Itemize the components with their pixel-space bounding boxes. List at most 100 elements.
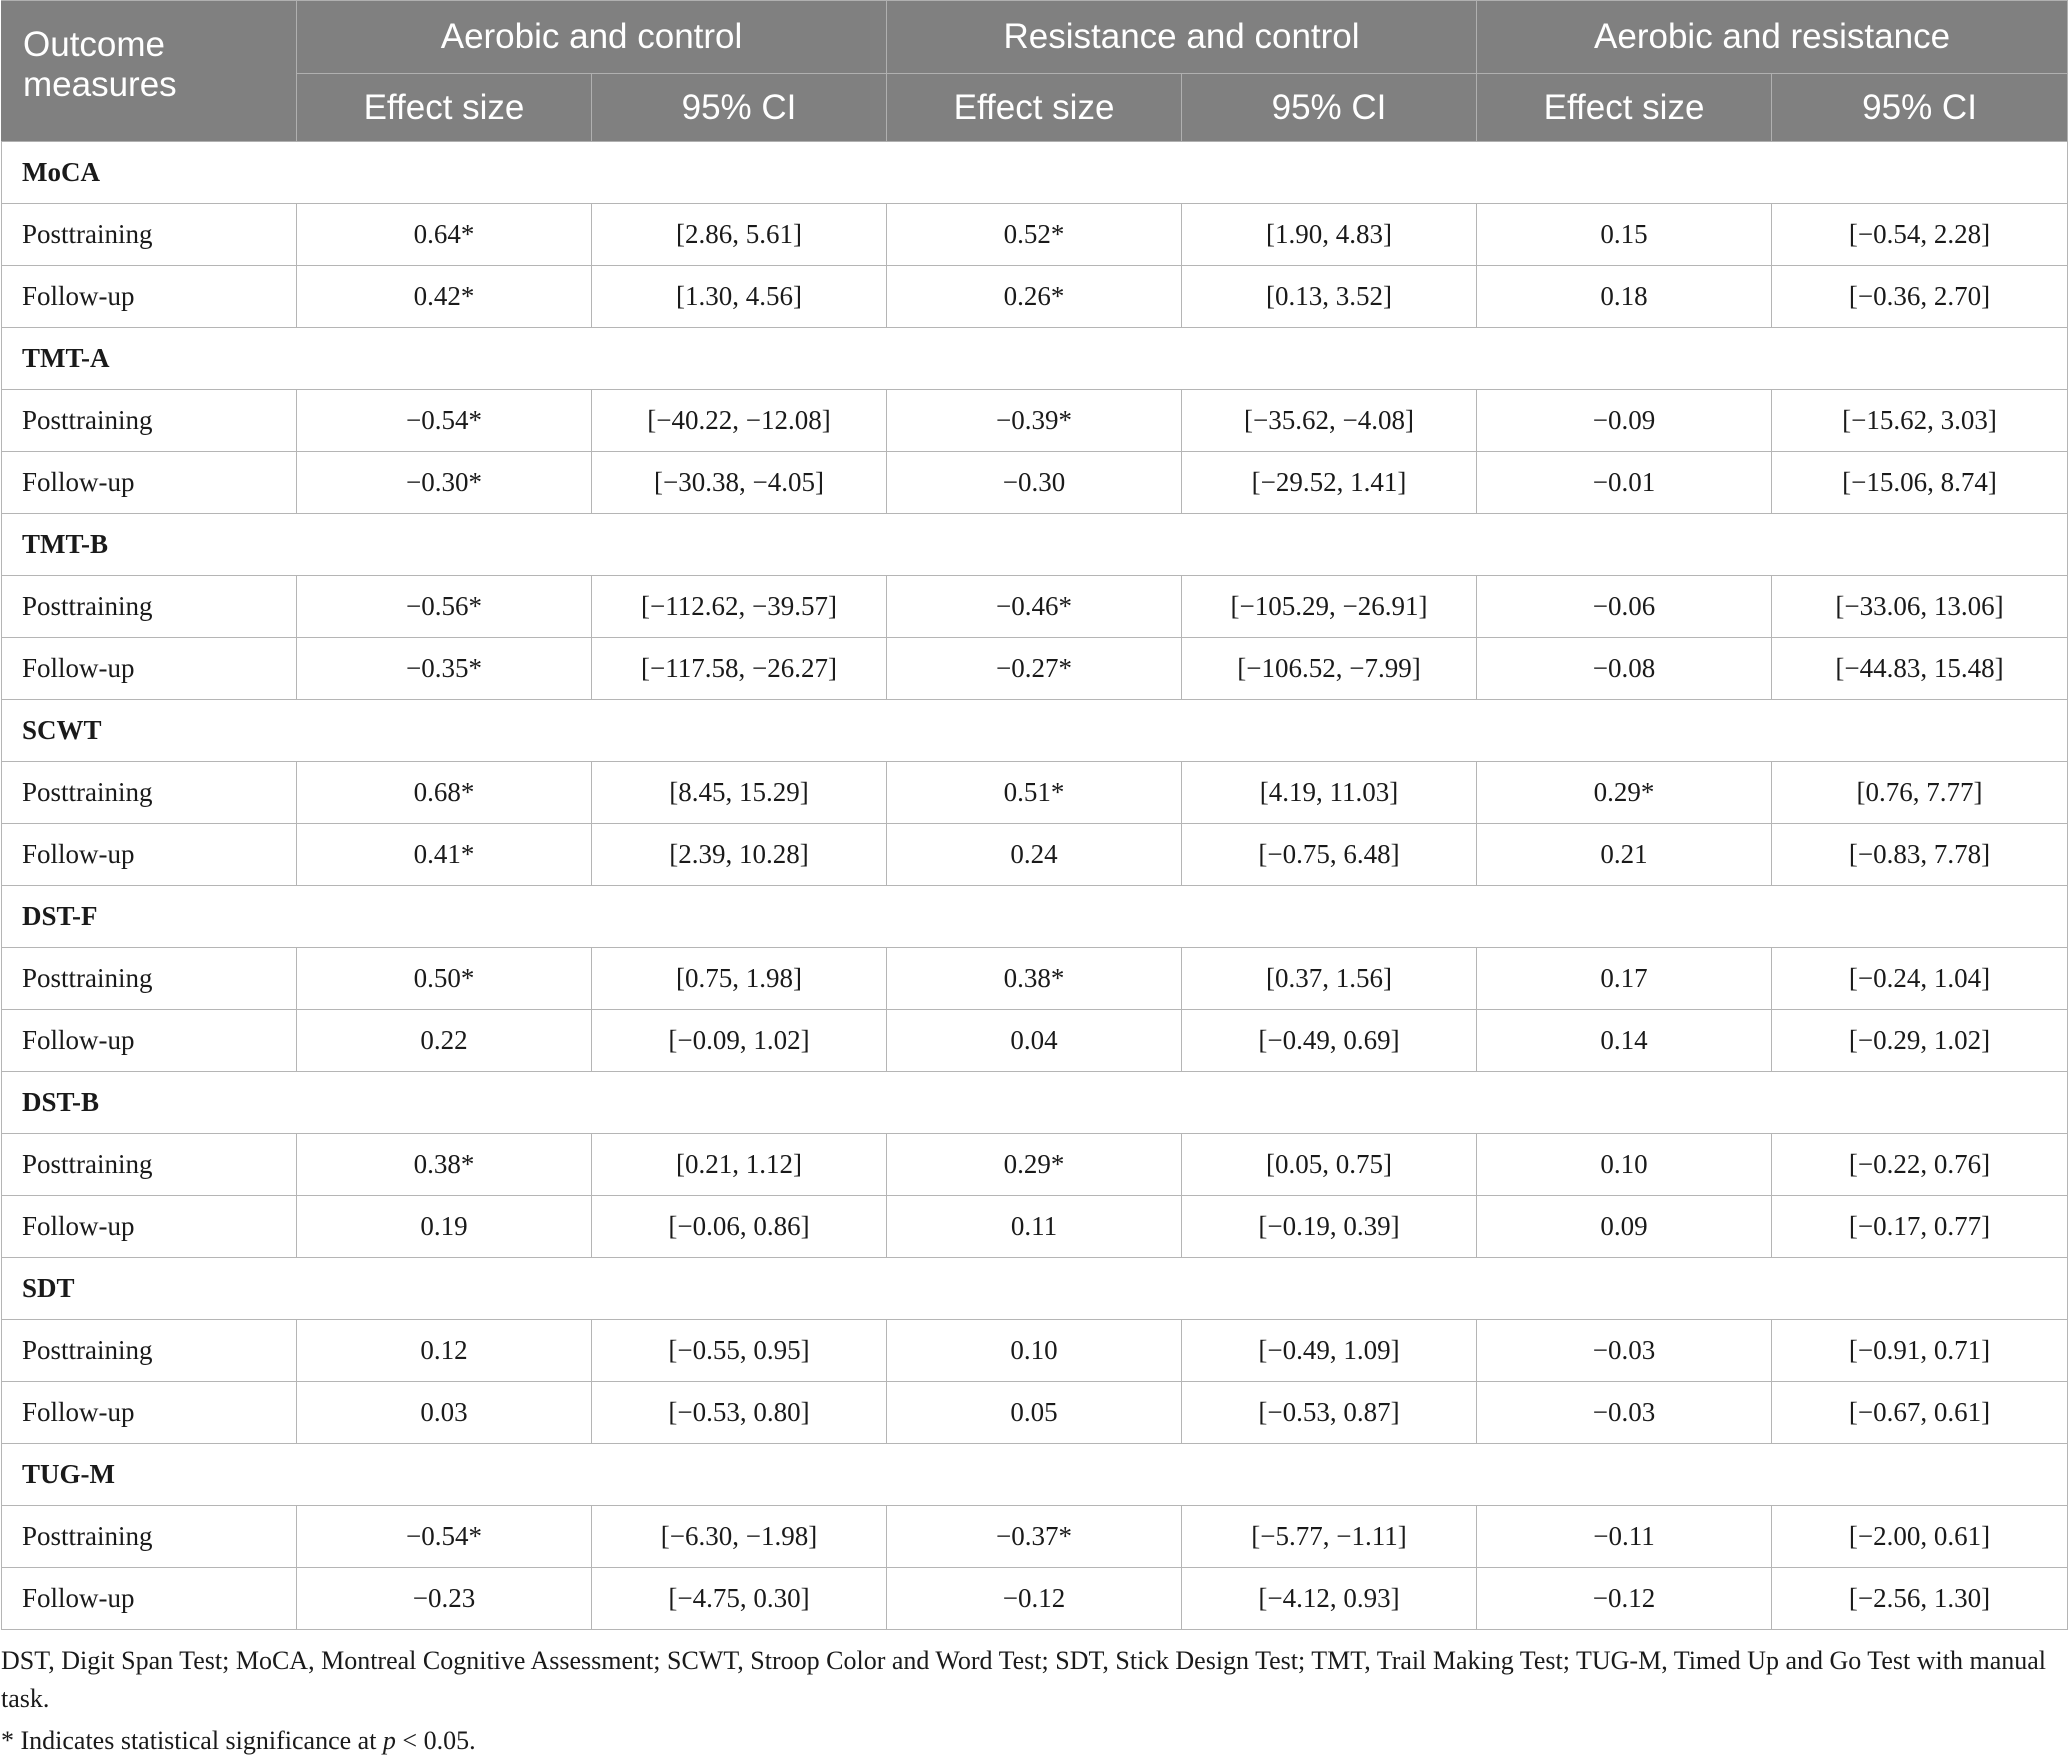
section-title: TMT-A [0, 327, 2068, 390]
ci-cell: [1.90, 4.83] [1181, 203, 1478, 266]
ci-cell: [−0.83, 7.78] [1771, 823, 2068, 886]
effect-size-cell: 0.03 [296, 1381, 592, 1444]
significance-p-symbol: p [382, 1726, 396, 1755]
ci-cell: [8.45, 15.29] [590, 761, 888, 824]
effect-size-cell: −0.03 [1476, 1319, 1773, 1382]
ci-cell: [−2.00, 0.61] [1771, 1505, 2068, 1568]
effect-size-cell: −0.30* [296, 451, 592, 514]
section-title: MoCA [0, 141, 2068, 204]
row-label: Follow-up [1, 1381, 297, 1444]
results-table: Outcome measures Aerobic and control Res… [0, 0, 2068, 1630]
effect-size-cell: 0.29* [1476, 761, 1773, 824]
ci-cell: [−40.22, −12.08] [590, 389, 888, 452]
effect-size-cell: 0.14 [1476, 1009, 1773, 1072]
row-label: Posttraining [1, 1319, 297, 1382]
ci-cell: [−0.09, 1.02] [590, 1009, 888, 1072]
effect-size-cell: 0.22 [296, 1009, 592, 1072]
section-title: TUG-M [0, 1443, 2068, 1506]
header-effect-size: Effect size [886, 73, 1183, 142]
effect-size-cell: −0.12 [1476, 1567, 1773, 1630]
header-row-subcolumns: Effect size 95% CI Effect size 95% CI Ef… [2, 73, 2068, 142]
effect-size-cell: 0.21 [1476, 823, 1773, 886]
table-row: Posttraining −0.56* [−112.62, −39.57] −0.46… [1, 575, 2068, 638]
significance-prefix: * Indicates statistical significance at [1, 1726, 383, 1755]
ci-cell: [4.19, 11.03] [1181, 761, 1478, 824]
row-label: Follow-up [1, 1567, 297, 1630]
ci-cell: [−0.75, 6.48] [1181, 823, 1478, 886]
ci-cell: [−29.52, 1.41] [1181, 451, 1478, 514]
ci-cell: [−6.30, −1.98] [590, 1505, 888, 1568]
row-label: Posttraining [1, 575, 297, 638]
effect-size-cell: −0.37* [886, 1505, 1183, 1568]
ci-cell: [−15.62, 3.03] [1771, 389, 2068, 452]
effect-size-cell: 0.18 [1476, 265, 1773, 328]
header-ci: 95% CI [590, 73, 888, 142]
header-group-resistance-control: Resistance and control [886, 0, 1478, 74]
effect-size-cell: −0.56* [296, 575, 592, 638]
ci-cell: [0.76, 7.77] [1771, 761, 2068, 824]
effect-size-cell: −0.11 [1476, 1505, 1773, 1568]
ci-cell: [0.21, 1.12] [590, 1133, 888, 1196]
section-row: TUG-M [0, 1443, 2068, 1506]
section-title: SCWT [0, 699, 2068, 762]
effect-size-cell: −0.03 [1476, 1381, 1773, 1444]
ci-cell: [−0.91, 0.71] [1771, 1319, 2068, 1382]
row-label: Follow-up [1, 637, 297, 700]
table-row: Follow-up 0.22 [−0.09, 1.02] 0.04 [−0.49, 0.… [1, 1009, 2068, 1072]
ci-cell: [0.05, 0.75] [1181, 1133, 1478, 1196]
ci-cell: [−0.54, 2.28] [1771, 203, 2068, 266]
table-row: Follow-up 0.41* [2.39, 10.28] 0.24 [−0.75, 6… [1, 823, 2068, 886]
effect-size-cell: 0.05 [886, 1381, 1183, 1444]
table-row: Follow-up 0.42* [1.30, 4.56] 0.26* [0.13, 3.… [1, 265, 2068, 328]
row-label: Follow-up [1, 823, 297, 886]
ci-cell: [−4.12, 0.93] [1181, 1567, 1478, 1630]
effect-size-cell: 0.19 [296, 1195, 592, 1258]
row-label: Posttraining [1, 389, 297, 452]
section-title: SDT [0, 1257, 2068, 1320]
table-row: Posttraining −0.54* [−6.30, −1.98] −0.37* [−… [1, 1505, 2068, 1568]
ci-cell: [−2.56, 1.30] [1771, 1567, 2068, 1630]
header-group-aerobic-control: Aerobic and control [295, 0, 888, 74]
section-row: MoCA [0, 141, 2068, 204]
effect-size-cell: 0.26* [886, 265, 1183, 328]
effect-size-cell: 0.15 [1476, 203, 1773, 266]
effect-size-cell: 0.41* [296, 823, 592, 886]
effect-size-cell: −0.30 [886, 451, 1183, 514]
table-row: Follow-up −0.30* [−30.38, −4.05] −0.30 [−29.… [1, 451, 2068, 514]
abbreviations-note: DST, Digit Span Test; MoCA, Montreal Cog… [1, 1646, 2046, 1713]
table-row: Follow-up −0.35* [−117.58, −26.27] −0.27* [−… [1, 637, 2068, 700]
table-header: Outcome measures Aerobic and control Res… [1, 0, 2068, 142]
row-label: Follow-up [1, 265, 297, 328]
effect-size-cell: −0.01 [1476, 451, 1773, 514]
ci-cell: [−105.29, −26.91] [1181, 575, 1478, 638]
effect-size-cell: −0.39* [886, 389, 1183, 452]
ci-cell: [−0.24, 1.04] [1771, 947, 2068, 1010]
row-label: Posttraining [1, 1505, 297, 1568]
effect-size-cell: −0.06 [1476, 575, 1773, 638]
table-body: MoCA Posttraining 0.64* [2.86, 5.61] 0.52* [1… [0, 141, 2068, 1630]
section-title: TMT-B [0, 513, 2068, 576]
effect-size-cell: −0.54* [296, 1505, 592, 1568]
ci-cell: [−0.36, 2.70] [1771, 265, 2068, 328]
ci-cell: [−0.49, 0.69] [1181, 1009, 1478, 1072]
table-footnotes: DST, Digit Span Test; MoCA, Montreal Cog… [0, 1630, 2068, 1760]
header-ci: 95% CI [1771, 73, 2068, 142]
effect-size-cell: 0.11 [886, 1195, 1183, 1258]
effect-size-cell: −0.12 [886, 1567, 1183, 1630]
header-effect-size: Effect size [296, 73, 592, 142]
effect-size-cell: 0.24 [886, 823, 1183, 886]
effect-size-cell: 0.42* [296, 265, 592, 328]
ci-cell: [−33.06, 13.06] [1771, 575, 2068, 638]
row-label: Follow-up [1, 451, 297, 514]
effect-size-cell: 0.64* [296, 203, 592, 266]
row-label: Follow-up [1, 1195, 297, 1258]
significance-suffix: < 0.05. [395, 1726, 476, 1755]
section-row: DST-B [0, 1071, 2068, 1134]
effect-size-cell: 0.12 [296, 1319, 592, 1382]
header-group-aerobic-resistance: Aerobic and resistance [1476, 0, 2068, 74]
ci-cell: [−4.75, 0.30] [590, 1567, 888, 1630]
ci-cell: [−44.83, 15.48] [1771, 637, 2068, 700]
header-row-groups: Outcome measures Aerobic and control Res… [1, 0, 2068, 142]
header-effect-size: Effect size [1476, 73, 1773, 142]
effect-size-cell: 0.52* [886, 203, 1183, 266]
